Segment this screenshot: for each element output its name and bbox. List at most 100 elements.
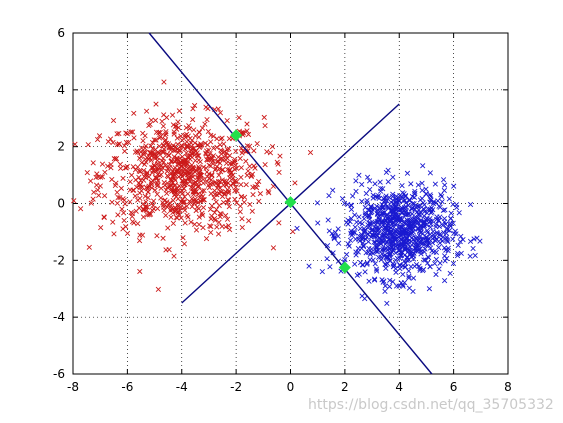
scatter-point-class-1 (220, 199, 227, 206)
scatter-point-class-2 (370, 250, 376, 256)
scatter-point-class-1 (181, 241, 188, 247)
scatter-point-class-1 (159, 158, 165, 164)
scatter-point-class-1 (196, 165, 202, 171)
scatter-point-class-1 (244, 172, 250, 178)
scatter-point-class-1 (129, 218, 136, 225)
scatter-point-class-2 (383, 169, 390, 176)
scatter-point-class-2 (412, 216, 418, 222)
scatter-point-class-2 (365, 249, 372, 255)
scatter-point-class-2 (332, 229, 339, 235)
scatter-point-class-1 (243, 158, 249, 164)
scatter-point-class-1 (227, 172, 233, 178)
scatter-point-class-2 (436, 266, 442, 272)
scatter-point-class-2 (408, 205, 414, 212)
scatter-point-class-2 (366, 207, 372, 213)
scatter-point-class-1 (216, 202, 222, 209)
scatter-point-class-1 (147, 210, 153, 216)
scatter-point-class-1 (139, 232, 146, 238)
scatter-point-class-1 (96, 133, 103, 139)
scatter-point-class-2 (373, 229, 379, 235)
scatter-point-class-1 (195, 170, 202, 176)
scatter-point-class-2 (366, 278, 372, 284)
scatter-point-class-2 (389, 244, 396, 250)
scatter-point-class-1 (170, 197, 176, 204)
scatter-point-class-2 (429, 248, 435, 254)
scatter-point-class-1 (128, 172, 135, 178)
scatter-point-class-2 (348, 206, 355, 213)
scatter-point-class-1 (196, 157, 202, 163)
scatter-point-class-2 (442, 207, 448, 213)
scatter-point-class-2 (457, 239, 463, 245)
scatter-point-class-1 (254, 141, 260, 147)
scatter-point-class-1 (175, 187, 181, 193)
scatter-point-class-1 (196, 214, 202, 220)
scatter-point-class-1 (146, 183, 152, 189)
scatter-point-class-2 (438, 236, 444, 242)
scatter-point-class-1 (142, 145, 148, 151)
scatter-point-class-2 (383, 240, 390, 246)
scatter-point-class-2 (397, 232, 403, 239)
scatter-point-class-1 (227, 152, 233, 159)
scatter-point-class-1 (264, 149, 270, 155)
scatter-point-class-2 (410, 221, 416, 227)
scatter-point-class-1 (178, 133, 184, 139)
scatter-point-class-2 (407, 229, 414, 235)
scatter-points (71, 79, 483, 306)
scatter-point-class-2 (358, 231, 365, 238)
scatter-point-class-2 (408, 181, 414, 187)
scatter-point-class-2 (411, 201, 417, 207)
scatter-point-class-1 (183, 162, 189, 168)
scatter-point-class-1 (218, 189, 224, 195)
scatter-point-class-2 (372, 277, 378, 283)
scatter-point-class-1 (213, 181, 219, 187)
scatter-point-class-1 (175, 149, 181, 156)
scatter-point-class-1 (186, 126, 193, 132)
scatter-point-class-2 (471, 236, 477, 242)
scatter-point-class-2 (380, 237, 386, 243)
scatter-point-class-2 (415, 238, 421, 244)
scatter-point-class-1 (123, 139, 130, 146)
scatter-point-class-1 (218, 211, 224, 217)
scatter-point-class-2 (392, 211, 398, 218)
scatter-point-class-2 (396, 283, 402, 289)
scatter-point-class-1 (98, 225, 104, 231)
scatter-point-class-2 (454, 253, 461, 259)
scatter-point-class-1 (161, 79, 167, 85)
scatter-point-class-1 (143, 159, 149, 165)
scatter-point-class-1 (167, 161, 173, 168)
scatter-point-class-1 (169, 207, 176, 213)
scatter-point-class-2 (441, 216, 448, 222)
scatter-point-class-1 (209, 203, 215, 209)
scatter-point-class-1 (93, 182, 100, 188)
scatter-point-class-1 (238, 182, 244, 188)
scatter-point-class-1 (110, 117, 117, 124)
scatter-point-class-1 (245, 168, 251, 174)
scatter-point-class-1 (276, 220, 282, 226)
scatter-point-class-2 (390, 174, 396, 180)
scatter-point-class-1 (211, 195, 217, 201)
scatter-point-class-1 (181, 205, 187, 211)
scatter-point-class-2 (440, 222, 446, 228)
scatter-point-class-2 (442, 182, 448, 188)
scatter-point-class-1 (141, 161, 148, 168)
scatter-point-class-2 (389, 204, 395, 210)
scatter-point-class-1 (126, 139, 132, 145)
scatter-point-class-1 (159, 149, 166, 155)
scatter-point-class-1 (128, 129, 134, 135)
scatter-point-class-2 (430, 228, 436, 235)
scatter-point-class-2 (422, 257, 429, 263)
highlight-point (338, 261, 351, 274)
scatter-point-class-1 (95, 187, 101, 193)
scatter-point-class-2 (366, 213, 372, 219)
highlight-markers (230, 129, 351, 274)
scatter-point-class-1 (198, 192, 205, 198)
scatter-point-class-1 (164, 173, 170, 179)
scatter-point-class-2 (396, 218, 402, 224)
scatter-point-class-1 (132, 149, 139, 155)
scatter-point-class-1 (215, 106, 221, 112)
scatter-point-class-2 (356, 271, 362, 277)
scatter-point-class-2 (326, 228, 332, 234)
scatter-point-class-1 (71, 198, 77, 204)
scatter-point-class-1 (205, 128, 211, 135)
